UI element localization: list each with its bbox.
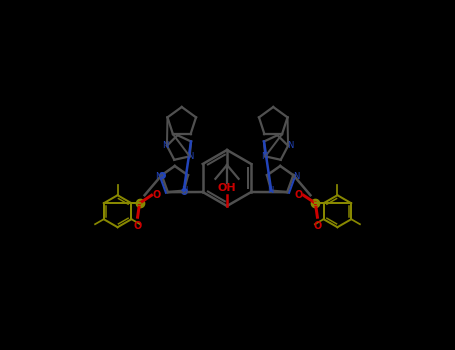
Text: N: N — [261, 152, 268, 161]
Text: O: O — [313, 221, 322, 231]
Text: S: S — [313, 199, 318, 208]
Text: N: N — [182, 186, 188, 195]
Text: S: S — [137, 199, 142, 208]
Text: N: N — [162, 141, 168, 150]
Text: OH: OH — [217, 183, 236, 193]
Text: O: O — [294, 190, 303, 200]
Text: N: N — [267, 186, 273, 195]
Text: N: N — [156, 172, 162, 181]
Text: O: O — [133, 221, 142, 231]
Text: N: N — [187, 152, 194, 161]
Text: N: N — [293, 172, 299, 181]
Text: O: O — [152, 190, 161, 200]
Text: N: N — [287, 141, 293, 150]
